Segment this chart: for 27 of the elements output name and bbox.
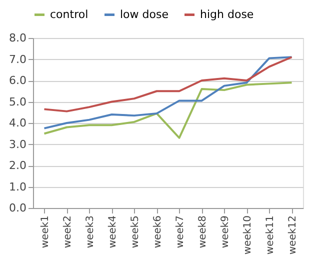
- y-tick-label: 5.0: [9, 95, 26, 108]
- x-tick-label: week10: [242, 216, 254, 254]
- y-tick-label: 8.0: [9, 32, 26, 44]
- x-tick-label: week4: [107, 216, 118, 248]
- y-tick-label: 1.0: [9, 180, 26, 194]
- x-tick-label: week6: [152, 216, 164, 248]
- x-tick-label: week1: [40, 216, 51, 248]
- legend-label: low dose: [120, 8, 169, 21]
- x-tick-label: week2: [62, 216, 74, 248]
- x-tick-label: week12: [287, 216, 298, 254]
- x-tick-label: week9: [220, 216, 231, 248]
- y-tick-label: 3.0: [9, 138, 26, 151]
- y-tick-label: 7.0: [9, 52, 26, 66]
- y-tick-label: 0.0: [9, 202, 26, 214]
- y-tick-label: 4.0: [9, 116, 26, 130]
- x-tick-label: week3: [84, 216, 96, 248]
- line-series: [43, 56, 293, 112]
- legend-label: control: [50, 8, 88, 21]
- y-tick-label: 2.0: [9, 159, 26, 172]
- x-tick-label: week5: [130, 216, 141, 248]
- line-series: [43, 56, 293, 130]
- x-tick-label: week7: [174, 216, 186, 248]
- x-tick-label: week11: [264, 216, 276, 254]
- x-tick-label: week8: [197, 216, 208, 248]
- y-tick-label: 6.0: [9, 74, 26, 87]
- line-series: [43, 82, 293, 139]
- legend-label: high dose: [200, 8, 254, 21]
